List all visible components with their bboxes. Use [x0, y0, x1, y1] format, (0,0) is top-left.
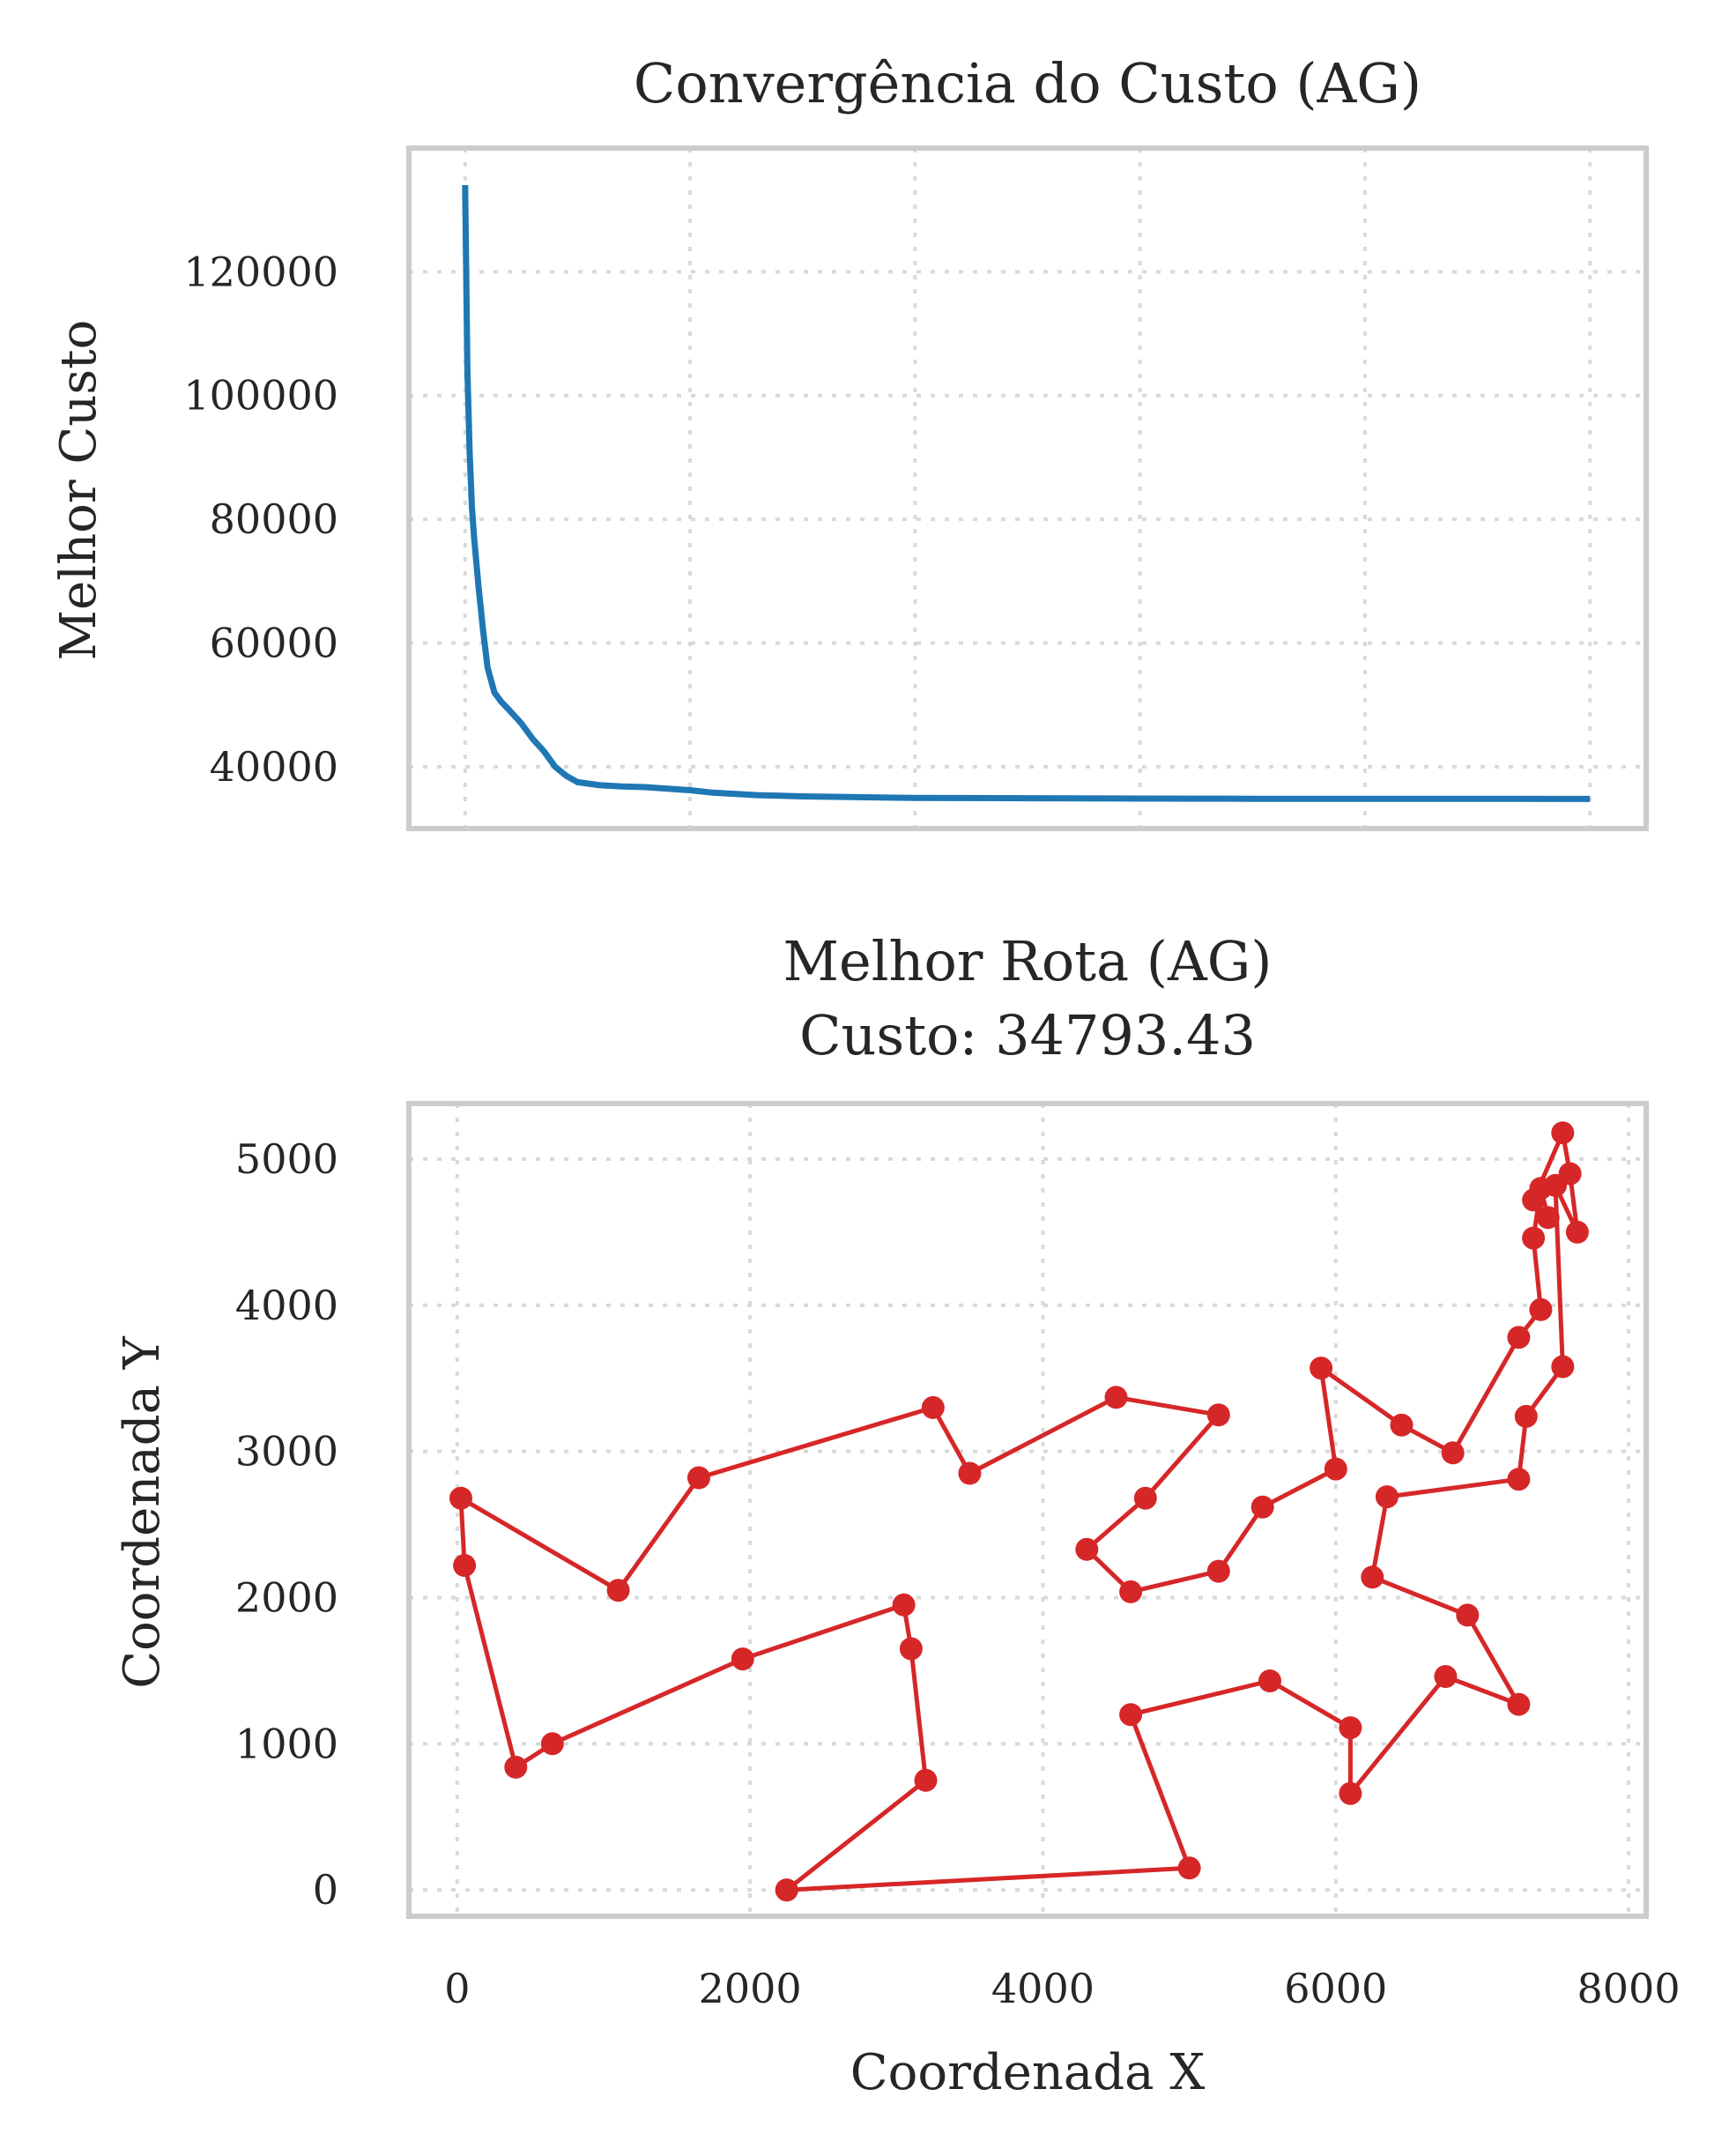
route-city-point: [1258, 1669, 1281, 1692]
route-city-point: [1375, 1485, 1399, 1509]
route-city-point: [453, 1554, 477, 1577]
route-x-tick-label: 4000: [991, 1965, 1095, 2012]
route-city-point: [1434, 1665, 1458, 1688]
route-city-point: [892, 1593, 916, 1617]
route-city-point: [1507, 1468, 1531, 1491]
route-city-point: [1441, 1441, 1465, 1465]
route-chart: Melhor Rota (AG) Custo: 34793.43 Coorden…: [114, 929, 1681, 2101]
route-gridlines: [409, 1104, 1646, 1916]
convergence-y-tick-label: 120000: [183, 248, 338, 295]
route-city-point: [958, 1461, 982, 1485]
route-y-tick-label: 0: [313, 1866, 338, 1914]
convergence-y-ticks: 40000 60000 80000 100000 120000: [183, 248, 338, 790]
route-y-tick-label: 1000: [235, 1720, 338, 1767]
route-city-point: [1522, 1188, 1546, 1212]
route-city-point: [1507, 1692, 1531, 1716]
route-x-axis-label: Coordenada X: [850, 2044, 1206, 2101]
route-city-point: [1104, 1386, 1128, 1409]
route-y-tick-label: 5000: [235, 1135, 338, 1183]
route-city-point: [449, 1486, 472, 1510]
route-y-tick-label: 2000: [235, 1573, 338, 1621]
route-x-tick-label: 6000: [1284, 1965, 1387, 2012]
route-city-point: [1206, 1559, 1230, 1583]
route-path-line: [458, 1130, 1580, 1892]
route-city-point: [1250, 1495, 1274, 1519]
route-x-tick-label: 0: [444, 1965, 470, 2012]
route-x-tick-label: 2000: [699, 1965, 802, 2012]
route-city-point: [687, 1466, 710, 1490]
route-city-point: [1456, 1603, 1480, 1627]
route-chart-title-line-2: Custo: 34793.43: [799, 1003, 1256, 1067]
route-city-point: [1339, 1781, 1362, 1805]
route-city-point: [775, 1878, 798, 1902]
convergence-chart-title: Convergência do Custo (AG): [634, 51, 1421, 115]
convergence-y-tick-label: 80000: [210, 495, 338, 543]
route-city-point: [1177, 1856, 1201, 1880]
convergence-chart: Convergência do Custo (AG) Melhor Custo …: [50, 51, 1649, 831]
route-city-point: [1119, 1580, 1143, 1603]
route-y-tick-label: 3000: [235, 1428, 338, 1476]
convergence-cost-line: [462, 185, 1591, 802]
route-city-point: [1529, 1297, 1553, 1321]
convergence-y-tick-label: 60000: [210, 619, 338, 666]
route-city-point: [1514, 1404, 1538, 1428]
route-chart-title-line-1: Melhor Rota (AG): [783, 929, 1273, 993]
route-city-point: [606, 1579, 630, 1602]
route-city-point: [1324, 1457, 1347, 1481]
route-plot-frame: [406, 1101, 1649, 1919]
route-city-point: [1339, 1716, 1362, 1740]
route-city-point: [504, 1755, 528, 1779]
route-city-point: [1310, 1357, 1333, 1380]
convergence-plot-frame: [406, 145, 1649, 831]
convergence-y-tick-label: 40000: [210, 743, 338, 791]
convergence-gridlines: [409, 148, 1646, 829]
route-city-point: [540, 1732, 564, 1756]
route-city-point: [1536, 1206, 1560, 1230]
route-city-point: [1119, 1703, 1143, 1727]
convergence-y-axis-label: Melhor Custo: [50, 320, 108, 661]
route-city-point: [1551, 1121, 1575, 1145]
route-city-point: [921, 1395, 945, 1419]
route-city-point: [1206, 1403, 1230, 1427]
route-city-point: [1390, 1413, 1414, 1437]
route-city-point: [899, 1637, 923, 1661]
route-city-point: [1075, 1537, 1099, 1561]
route-city-point: [1522, 1226, 1546, 1250]
route-city-point: [1507, 1326, 1531, 1349]
route-x-ticks: 0 2000 4000 6000 8000: [444, 1965, 1680, 2012]
route-city-point: [1551, 1355, 1575, 1379]
route-city-point: [914, 1768, 938, 1792]
route-city-point: [1361, 1565, 1384, 1589]
route-y-ticks: 0 1000 2000 3000 4000 5000: [235, 1135, 338, 1914]
route-x-tick-label: 8000: [1577, 1965, 1681, 2012]
route-city-point: [1133, 1486, 1157, 1510]
route-city-points: [449, 1121, 1589, 1902]
route-y-tick-label: 4000: [235, 1282, 338, 1329]
convergence-y-tick-label: 100000: [183, 372, 338, 420]
route-city-point: [1544, 1173, 1567, 1197]
route-city-point: [1565, 1220, 1589, 1244]
route-city-point: [731, 1647, 754, 1671]
route-y-axis-label: Coordenada Y: [114, 1335, 171, 1689]
